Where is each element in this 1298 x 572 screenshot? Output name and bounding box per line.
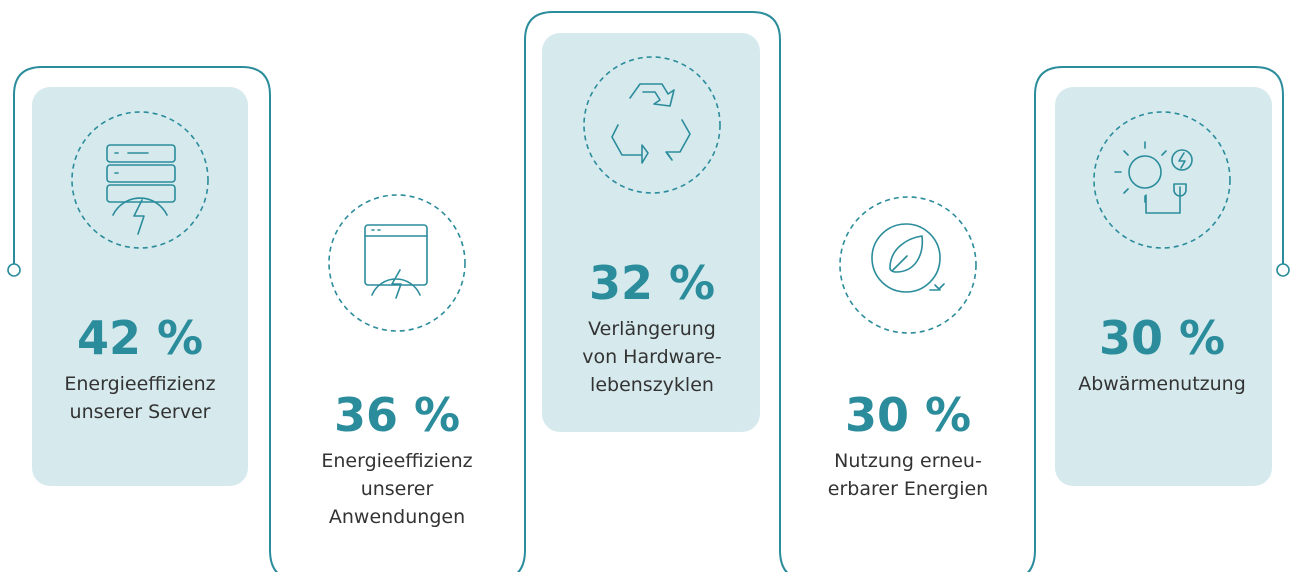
- percent: 32 %: [589, 256, 715, 310]
- label: lebenszyklen: [590, 374, 714, 396]
- frame-line: [13, 11, 1284, 572]
- label: Nutzung erneu-: [834, 450, 982, 472]
- label: Energieeffizienz: [64, 373, 215, 395]
- label: unserer Server: [70, 401, 211, 423]
- percent: 36 %: [334, 388, 460, 442]
- panel: [542, 33, 760, 432]
- label: Abwärmenutzung: [1078, 373, 1246, 395]
- icon-app: [328, 194, 466, 332]
- panel: [1055, 87, 1272, 486]
- icon-recycle: [583, 56, 721, 194]
- label: unserer: [361, 478, 434, 500]
- panel: [32, 87, 248, 486]
- end-dot: [1276, 263, 1290, 277]
- label: Energieeffizienz: [321, 450, 472, 472]
- label: Anwendungen: [329, 506, 465, 528]
- percent: 30 %: [1099, 311, 1225, 365]
- icon-heat: [1093, 111, 1231, 249]
- label: von Hardware-: [582, 346, 722, 368]
- label: erbarer Energien: [828, 478, 988, 500]
- percent: 42 %: [77, 311, 203, 365]
- icon-leaf: [839, 196, 977, 334]
- end-dot: [7, 263, 21, 277]
- icon-server: [71, 111, 209, 249]
- percent: 30 %: [845, 388, 971, 442]
- label: Verlängerung: [588, 318, 716, 340]
